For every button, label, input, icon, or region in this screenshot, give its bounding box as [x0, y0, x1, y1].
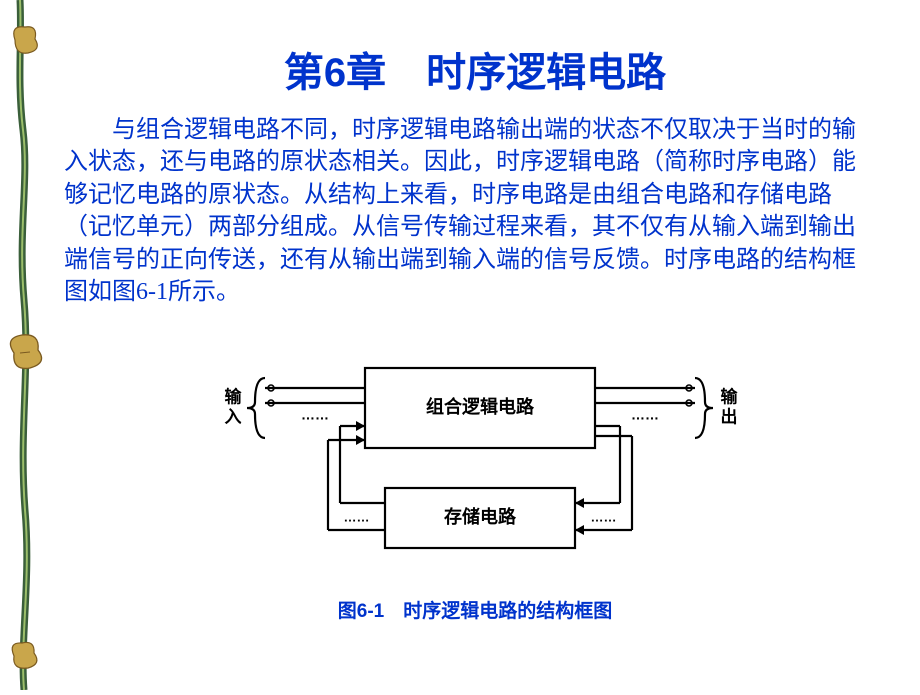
block-diagram: 组合逻辑电路存储电路…………输入输出………… — [195, 338, 755, 588]
svg-text:输: 输 — [721, 387, 739, 407]
svg-text:输: 输 — [225, 387, 243, 407]
chapter-title: 第6章 时序逻辑电路 — [60, 40, 890, 98]
svg-text:……: …… — [591, 510, 617, 525]
svg-text:存储电路: 存储电路 — [444, 506, 517, 527]
svg-text:出: 出 — [721, 407, 738, 427]
svg-text:入: 入 — [225, 408, 242, 427]
intro-paragraph: 与组合逻辑电路不同，时序逻辑电路输出端的状态不仅取决于当时的输入状态，还与电路的… — [60, 114, 890, 308]
svg-text:组合逻辑电路: 组合逻辑电路 — [426, 396, 535, 417]
figure-caption: 图6-1 时序逻辑电路的结构框图 — [60, 596, 890, 623]
decorative-vine — [0, 0, 60, 690]
svg-text:……: …… — [631, 407, 659, 423]
svg-text:……: …… — [344, 510, 370, 525]
svg-text:……: …… — [301, 407, 329, 423]
